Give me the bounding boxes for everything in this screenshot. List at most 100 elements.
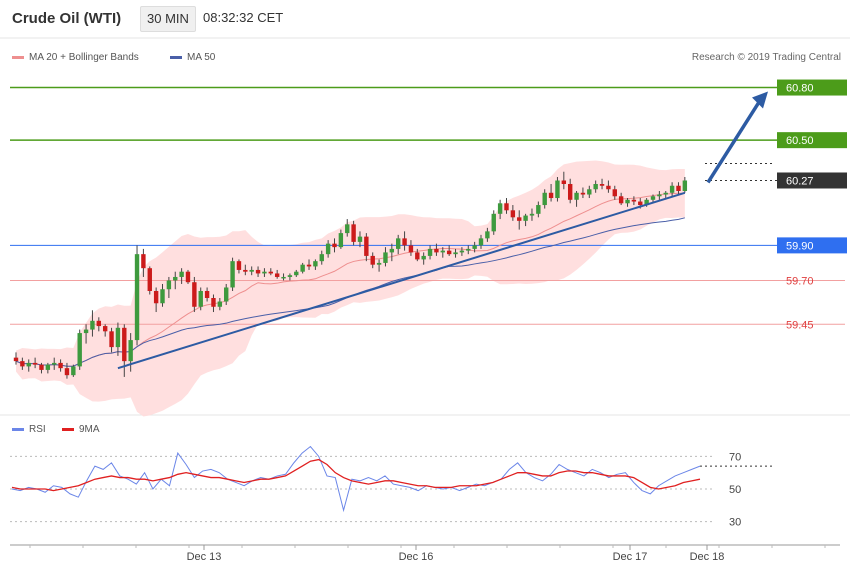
candle-body xyxy=(45,364,51,370)
candle-body xyxy=(440,250,445,253)
candle-body xyxy=(230,261,235,288)
candle-body xyxy=(32,362,38,365)
candle-body xyxy=(20,361,25,367)
candle-body xyxy=(141,254,146,269)
candle-body xyxy=(676,185,681,192)
rsi-swatch xyxy=(12,427,24,431)
x-tick-label: Dec 13 xyxy=(187,551,222,563)
candle-body xyxy=(618,196,624,204)
ma50-legend: MA 50 xyxy=(170,52,215,63)
candle-body xyxy=(319,254,324,262)
candle-body xyxy=(497,203,503,214)
ma50-swatch xyxy=(170,55,182,59)
ma50-legend-label: MA 50 xyxy=(187,52,216,63)
candle-body xyxy=(281,276,286,279)
candle-body xyxy=(593,184,598,190)
candle-body xyxy=(389,248,395,253)
candle-body xyxy=(83,329,89,334)
rsi-tick-50: 50 xyxy=(729,484,741,496)
candle-body xyxy=(268,271,273,274)
candle-body xyxy=(71,366,76,376)
candle-body xyxy=(491,213,496,232)
rsi-ma-legend-label: 9MA xyxy=(79,424,100,435)
credit-text: Research © 2019 Trading Central xyxy=(691,52,841,63)
candle-body xyxy=(96,320,102,327)
candle-body xyxy=(306,264,312,267)
rsi-legend: RSI xyxy=(12,424,46,435)
level-tag-60.50 xyxy=(777,132,847,149)
candle-body xyxy=(396,238,401,249)
candle-body xyxy=(478,238,484,246)
candle-body xyxy=(364,236,369,256)
candle-body xyxy=(122,327,127,362)
level-tag-60.80 xyxy=(777,79,847,96)
candle-body xyxy=(370,255,375,265)
candle-body xyxy=(542,192,547,206)
candle-body xyxy=(650,196,656,200)
candle-body xyxy=(204,290,210,298)
candle-body xyxy=(64,368,70,376)
candle-body xyxy=(77,333,82,367)
candle-body xyxy=(587,189,592,195)
candle-body xyxy=(580,192,586,195)
candle-body xyxy=(663,192,668,195)
candle-body xyxy=(52,362,57,365)
candle-body xyxy=(472,245,477,249)
candle-body xyxy=(574,192,579,200)
candle-body xyxy=(466,248,471,251)
timeframe-selector[interactable]: 30 MIN xyxy=(140,6,196,32)
candle-body xyxy=(249,269,254,272)
ma20-legend-label: MA 20 + Bollinger Bands xyxy=(29,52,139,63)
bollinger-band xyxy=(16,160,685,417)
candle-body xyxy=(58,362,63,369)
candle-body xyxy=(669,185,675,193)
candle-body xyxy=(606,185,611,190)
candle-body xyxy=(517,217,522,221)
candle-body xyxy=(657,194,662,197)
candle-body xyxy=(294,271,299,276)
candle-body xyxy=(376,262,382,265)
candle-body xyxy=(185,271,191,283)
candle-body xyxy=(166,280,172,290)
level-label-60.50: 60.50 xyxy=(786,135,814,147)
x-tick-label: Dec 16 xyxy=(399,551,434,563)
candle-body xyxy=(421,255,426,260)
candle-body xyxy=(523,215,528,221)
candle-body xyxy=(274,273,280,277)
candle-body xyxy=(345,224,350,234)
rsi-ma-line xyxy=(11,458,701,492)
rsi-ma-swatch xyxy=(62,427,74,431)
candle-body xyxy=(217,301,223,307)
x-tick-label: Dec 18 xyxy=(690,551,725,563)
candle-body xyxy=(485,231,490,239)
current-time: 08:32:32 CET xyxy=(203,10,284,25)
candle-body xyxy=(459,250,465,253)
ma20-legend: MA 20 + Bollinger Bands xyxy=(12,52,139,63)
rsi-ma-legend: 9MA xyxy=(62,424,100,435)
candle-body xyxy=(599,184,605,186)
candle-body xyxy=(548,192,554,199)
candle-body xyxy=(211,298,216,307)
candle-body xyxy=(236,261,242,270)
level-label-60.27: 60.27 xyxy=(786,175,814,187)
chart-header: Crude Oil (WTI) 30 MIN 08:32:32 CET xyxy=(0,0,850,38)
candle-body xyxy=(415,252,420,260)
candle-body xyxy=(128,340,133,362)
ma20-swatch xyxy=(12,55,24,59)
candle-body xyxy=(682,180,688,192)
candle-body xyxy=(446,250,452,255)
candle-body xyxy=(338,233,344,248)
candle-body xyxy=(90,320,95,330)
candle-body xyxy=(115,327,121,348)
instrument-title: Crude Oil (WTI) xyxy=(12,10,122,27)
candle-body xyxy=(357,236,363,242)
x-tick-label: Dec 17 xyxy=(613,551,648,563)
candle-body xyxy=(300,264,305,272)
candle-body xyxy=(408,245,414,253)
candle-body xyxy=(109,331,114,348)
candle-body xyxy=(26,362,31,367)
level-tag-59.90 xyxy=(777,237,847,254)
level-label-59.45: 59.45 xyxy=(786,319,814,331)
candle-body xyxy=(39,364,44,370)
